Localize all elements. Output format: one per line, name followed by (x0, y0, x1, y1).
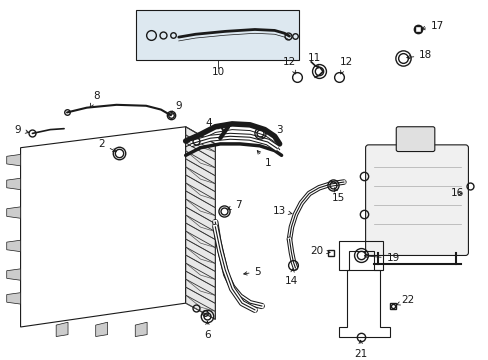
Text: 19: 19 (364, 253, 399, 263)
Text: 11: 11 (307, 53, 320, 68)
Polygon shape (7, 154, 20, 166)
Text: 5: 5 (243, 267, 261, 277)
Text: 6: 6 (203, 321, 210, 339)
Polygon shape (136, 10, 299, 60)
Text: 9: 9 (14, 125, 29, 135)
Text: 8: 8 (90, 91, 100, 107)
Polygon shape (96, 322, 107, 337)
Text: 15: 15 (332, 188, 345, 203)
Text: 12: 12 (340, 57, 353, 74)
Polygon shape (185, 127, 215, 319)
Text: 22: 22 (395, 295, 414, 305)
Polygon shape (135, 322, 147, 337)
Polygon shape (7, 293, 20, 304)
Polygon shape (7, 178, 20, 190)
Polygon shape (20, 127, 185, 327)
Text: 13: 13 (272, 206, 291, 216)
Text: 4: 4 (204, 118, 219, 129)
Text: 7: 7 (227, 200, 241, 210)
Polygon shape (7, 240, 20, 252)
Polygon shape (7, 269, 20, 280)
Text: 9: 9 (170, 101, 182, 115)
Text: 21: 21 (353, 340, 366, 359)
Text: 17: 17 (421, 21, 444, 31)
Polygon shape (7, 207, 20, 218)
Text: 10: 10 (211, 67, 224, 77)
Text: 18: 18 (406, 50, 432, 60)
Text: 1: 1 (257, 150, 270, 168)
FancyBboxPatch shape (365, 145, 468, 256)
Text: 16: 16 (450, 189, 463, 198)
Text: 12: 12 (282, 57, 296, 74)
Polygon shape (56, 322, 68, 337)
Text: 20: 20 (310, 246, 329, 256)
Text: 2: 2 (98, 139, 116, 152)
Text: 3: 3 (265, 125, 283, 135)
FancyBboxPatch shape (395, 127, 434, 152)
Text: 14: 14 (284, 269, 298, 286)
